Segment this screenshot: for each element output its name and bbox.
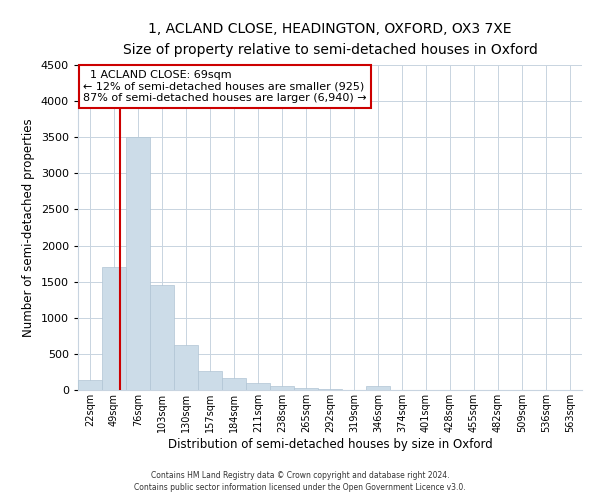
Text: 1 ACLAND CLOSE: 69sqm  
← 12% of semi-detached houses are smaller (925)
87% of s: 1 ACLAND CLOSE: 69sqm ← 12% of semi-deta…: [83, 70, 367, 103]
Bar: [174, 345, 198, 390]
Bar: [126, 137, 150, 390]
Bar: [366, 386, 390, 390]
Bar: [102, 267, 126, 390]
Bar: [78, 380, 102, 390]
Bar: [150, 286, 174, 390]
Bar: [198, 370, 222, 390]
Bar: [294, 388, 318, 390]
Bar: [270, 386, 294, 390]
Text: Contains HM Land Registry data © Crown copyright and database right 2024.
Contai: Contains HM Land Registry data © Crown c…: [134, 471, 466, 492]
X-axis label: Distribution of semi-detached houses by size in Oxford: Distribution of semi-detached houses by …: [167, 438, 493, 450]
Bar: [246, 383, 270, 390]
Bar: [222, 378, 246, 390]
Title: 1, ACLAND CLOSE, HEADINGTON, OXFORD, OX3 7XE
Size of property relative to semi-d: 1, ACLAND CLOSE, HEADINGTON, OXFORD, OX3…: [122, 22, 538, 57]
Y-axis label: Number of semi-detached properties: Number of semi-detached properties: [22, 118, 35, 337]
